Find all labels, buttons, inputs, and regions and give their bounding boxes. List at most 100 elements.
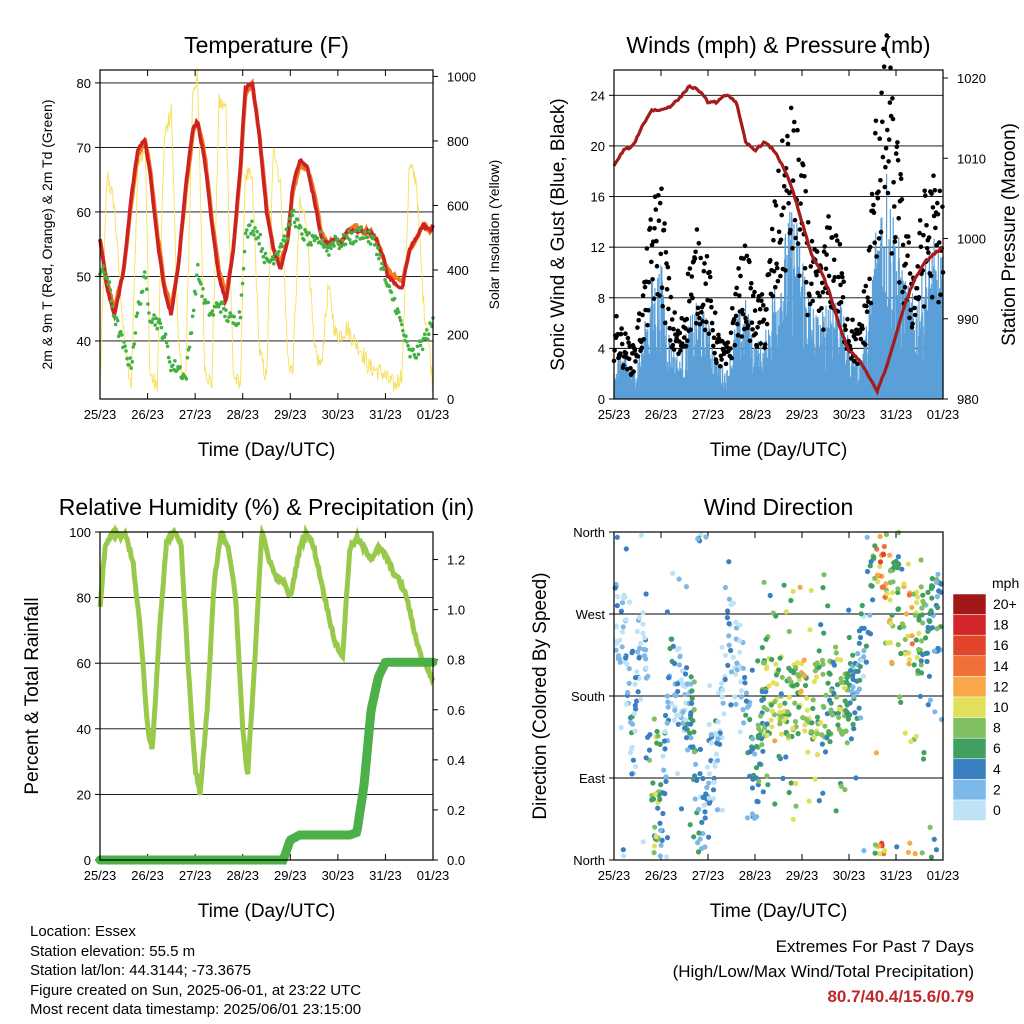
direction-point [901, 581, 907, 587]
direction-point [788, 667, 794, 674]
y2-tick-label: 990 [957, 312, 979, 327]
y-axis-label: Percent & Total Rainfall [22, 597, 43, 794]
direction-point [812, 776, 818, 782]
direction-point [810, 697, 816, 703]
x-axis-label: Time (Day/UTC) [710, 901, 848, 922]
direction-point [706, 834, 712, 840]
gust-point [640, 293, 646, 298]
direction-point [749, 811, 756, 817]
direction-point [925, 589, 931, 596]
x-tick-label: 29/23 [274, 868, 307, 883]
direction-point [911, 662, 917, 668]
direction-point [925, 628, 931, 635]
dewpoint-point [353, 229, 357, 233]
gust-point [732, 342, 738, 348]
dewpoint-point [309, 243, 314, 247]
direction-point [897, 694, 903, 700]
gust-point [723, 361, 729, 367]
chart-title: Relative Humidity (%) & Precipitation (i… [59, 494, 474, 520]
x-tick-label: 28/23 [226, 407, 259, 422]
gust-point [908, 307, 913, 313]
dewpoint-point [140, 289, 145, 294]
direction-point [836, 706, 843, 712]
x-tick-label: 28/23 [739, 407, 772, 422]
gust-point [694, 227, 700, 232]
direction-point [903, 611, 910, 617]
dewpoint-point [152, 313, 156, 317]
direction-point [809, 720, 815, 726]
direction-point [909, 633, 915, 639]
dewpoint-point [398, 318, 403, 323]
direction-point [909, 641, 915, 647]
station-location: Location: Essex [30, 923, 136, 940]
gust-point [707, 269, 712, 275]
direction-point [684, 735, 690, 741]
direction-point [760, 748, 766, 754]
gust-point [790, 246, 795, 251]
dewpoint-point [365, 235, 370, 240]
direction-point [728, 669, 735, 675]
direction-point [835, 722, 841, 728]
dewpoint-point [250, 219, 254, 224]
direction-point [693, 761, 699, 768]
gust-point [707, 274, 713, 280]
direction-point [822, 749, 829, 755]
series-relative-humidity [97, 523, 436, 796]
gust-point [671, 347, 677, 352]
gust-point [776, 229, 782, 235]
dewpoint-point [375, 252, 379, 257]
gust-point [772, 199, 777, 204]
gust-point [921, 232, 926, 238]
direction-point [785, 733, 792, 739]
direction-point [772, 801, 778, 807]
direction-point [902, 730, 908, 736]
gust-point [918, 244, 924, 250]
legend-swatch [952, 676, 987, 698]
direction-point [694, 777, 700, 784]
dewpoint-point [125, 356, 129, 361]
gust-point [824, 252, 829, 257]
direction-point [820, 585, 826, 591]
gust-point [630, 351, 635, 356]
dewpoint-point [135, 311, 140, 316]
gust-point [802, 174, 807, 179]
y-tick-label: South [571, 689, 605, 704]
dewpoint-point [354, 239, 358, 243]
gust-point [840, 295, 846, 300]
direction-point [642, 635, 648, 641]
direction-point [643, 591, 649, 597]
direction-point [929, 583, 935, 589]
direction-point [706, 780, 712, 786]
direction-point [761, 579, 767, 585]
y2-tick-label: 1000 [957, 232, 986, 247]
gust-point [807, 301, 813, 307]
gust-point [890, 116, 896, 122]
direction-point [927, 824, 933, 831]
dewpoint-point [242, 249, 247, 254]
direction-point [666, 675, 672, 681]
direction-point [858, 611, 864, 617]
gust-point [878, 229, 884, 235]
direction-point [800, 715, 806, 721]
direction-point [909, 604, 915, 611]
gust-point [778, 237, 784, 243]
direction-point [765, 782, 771, 788]
y2-tick-label: 0.4 [447, 753, 465, 768]
gust-point [645, 322, 650, 328]
direction-point [636, 655, 642, 661]
dewpoint-point [339, 244, 344, 248]
direction-point [706, 771, 713, 777]
gust-point [657, 200, 663, 206]
y-tick-label: 40 [77, 334, 91, 349]
gust-point [795, 127, 800, 133]
dewpoint-point [244, 228, 249, 232]
direction-point [710, 795, 717, 802]
gust-point [743, 315, 748, 321]
gust-point [804, 279, 809, 285]
gust-point [835, 238, 840, 243]
direction-point [634, 698, 640, 704]
direction-point [883, 531, 890, 538]
dewpoint-point [283, 239, 288, 243]
direction-point [790, 588, 796, 595]
direction-point [861, 848, 867, 854]
